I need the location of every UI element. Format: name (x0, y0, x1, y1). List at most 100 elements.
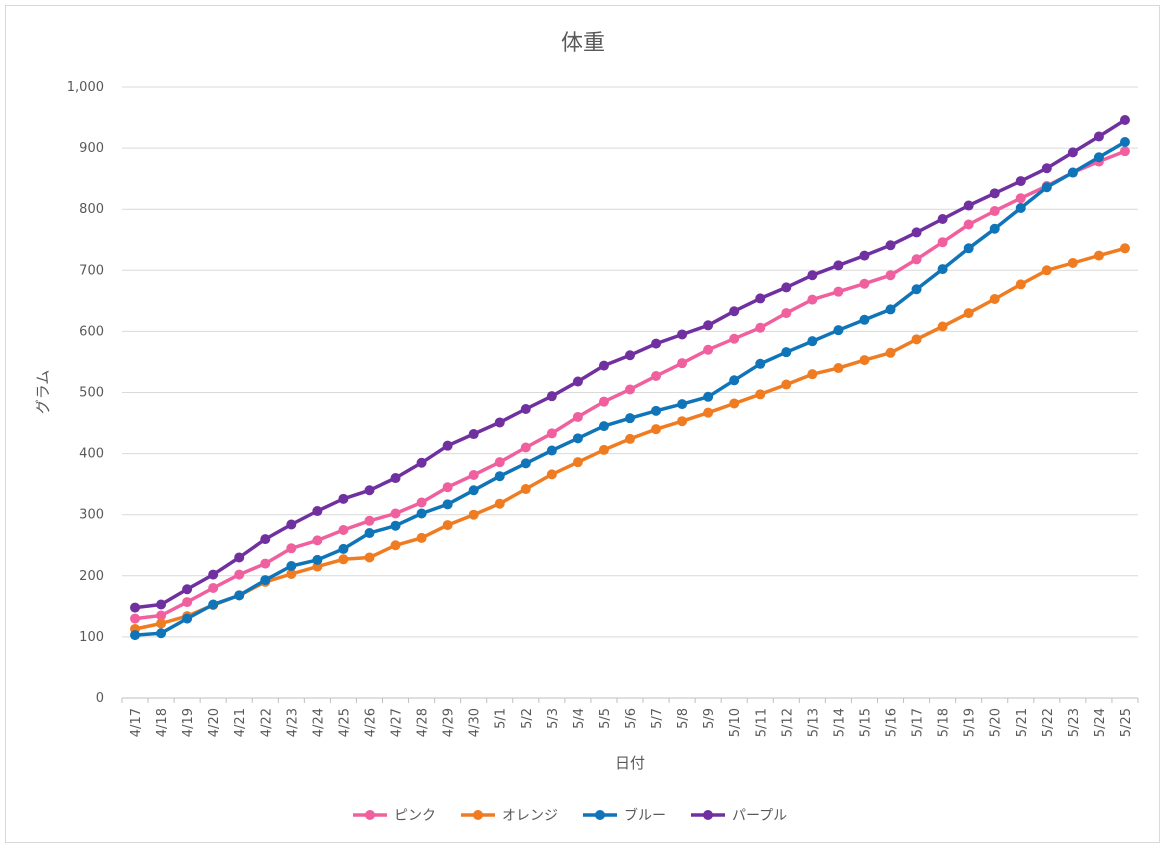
data-point (937, 213, 948, 224)
data-point (416, 508, 427, 519)
data-point (755, 293, 766, 304)
data-point (130, 602, 141, 613)
data-point (885, 347, 896, 358)
x-tick-label: 5/18 (937, 708, 952, 737)
data-point (338, 554, 349, 565)
data-point (989, 223, 1000, 234)
data-point (625, 413, 635, 424)
data-point (312, 554, 323, 565)
x-tick-label: 5/9 (702, 708, 717, 729)
data-point (546, 391, 557, 402)
data-point (677, 416, 688, 427)
data-point (755, 389, 766, 400)
data-point (416, 532, 427, 543)
legend-item: パープル (691, 808, 787, 824)
data-point (442, 482, 453, 493)
x-tick-label: 5/14 (832, 708, 847, 737)
data-point (572, 376, 583, 387)
data-point (807, 369, 818, 380)
data-point (989, 188, 1000, 199)
data-point (390, 520, 401, 531)
data-point (989, 206, 1000, 217)
data-point (234, 552, 245, 563)
x-tick-label: 5/8 (676, 708, 691, 729)
x-tick-label: 5/10 (728, 708, 743, 737)
x-tick-label: 5/20 (989, 708, 1004, 737)
x-tick-label: 5/13 (806, 708, 821, 737)
data-point (911, 254, 922, 265)
data-point (651, 405, 662, 416)
x-tick-label: 5/25 (1119, 708, 1134, 737)
x-tick-label: 5/1 (494, 708, 509, 729)
data-point (442, 520, 453, 531)
data-point (442, 499, 453, 510)
data-point (729, 375, 740, 386)
x-tick-label: 5/12 (780, 708, 795, 737)
legend-swatch-marker (595, 810, 605, 820)
data-point (546, 469, 557, 480)
data-point (286, 543, 297, 554)
data-point (859, 355, 870, 366)
x-tick-label: 5/11 (754, 708, 769, 737)
data-point (468, 469, 479, 480)
data-point (1093, 250, 1104, 261)
legend-swatch-marker (473, 810, 483, 820)
data-point (468, 485, 479, 496)
legend-label: ピンク (394, 808, 436, 824)
x-tick-label: 5/24 (1093, 708, 1108, 737)
data-point (1015, 176, 1026, 187)
data-point (520, 403, 531, 414)
y-axis-label: グラム (34, 370, 52, 415)
data-point (572, 457, 583, 468)
data-point (703, 407, 714, 418)
legend-swatch-marker (365, 810, 375, 820)
y-tick-label: 1,000 (67, 80, 104, 95)
data-point (1041, 182, 1052, 193)
data-point (833, 325, 844, 336)
data-point (885, 240, 896, 251)
data-point (260, 558, 271, 569)
x-tick-label: 4/23 (285, 708, 300, 737)
y-axis-ticks: 0 100 200 300 400 500 600 700 800 900 1,000 (67, 80, 104, 706)
data-point (729, 398, 740, 409)
data-point (416, 497, 427, 508)
data-point (1119, 243, 1130, 254)
data-point (442, 440, 453, 451)
data-point (260, 575, 271, 586)
x-tick-label: 5/6 (624, 708, 639, 729)
data-point (859, 314, 870, 325)
series-ブルー (130, 136, 1130, 641)
series-line (134, 118, 1126, 610)
data-point (989, 294, 1000, 305)
x-tick-label: 4/28 (416, 708, 431, 737)
data-point (208, 599, 219, 610)
data-point (598, 396, 609, 407)
legend-item: ピンク (353, 808, 436, 824)
data-point (859, 278, 870, 289)
legend-item: ブルー (583, 807, 666, 824)
data-point (494, 457, 505, 468)
series-ピンク (130, 146, 1130, 624)
data-point (182, 613, 193, 624)
data-point (546, 428, 557, 439)
data-point (390, 540, 401, 551)
y-tick-label: 200 (79, 569, 104, 584)
data-point (677, 358, 688, 369)
data-point (364, 485, 375, 496)
x-tick-label: 4/17 (129, 708, 144, 737)
y-tick-label: 400 (79, 447, 104, 462)
data-point (416, 457, 427, 468)
data-point (1067, 167, 1078, 178)
data-point (286, 519, 297, 530)
data-point (598, 360, 609, 371)
data-point (807, 294, 818, 305)
data-point (1015, 202, 1026, 213)
data-point (703, 320, 714, 331)
data-point (130, 630, 141, 641)
data-point (130, 613, 141, 624)
y-tick-label: 700 (79, 263, 104, 278)
data-point (546, 445, 557, 456)
data-point (520, 484, 531, 495)
series-パープル (130, 114, 1130, 613)
